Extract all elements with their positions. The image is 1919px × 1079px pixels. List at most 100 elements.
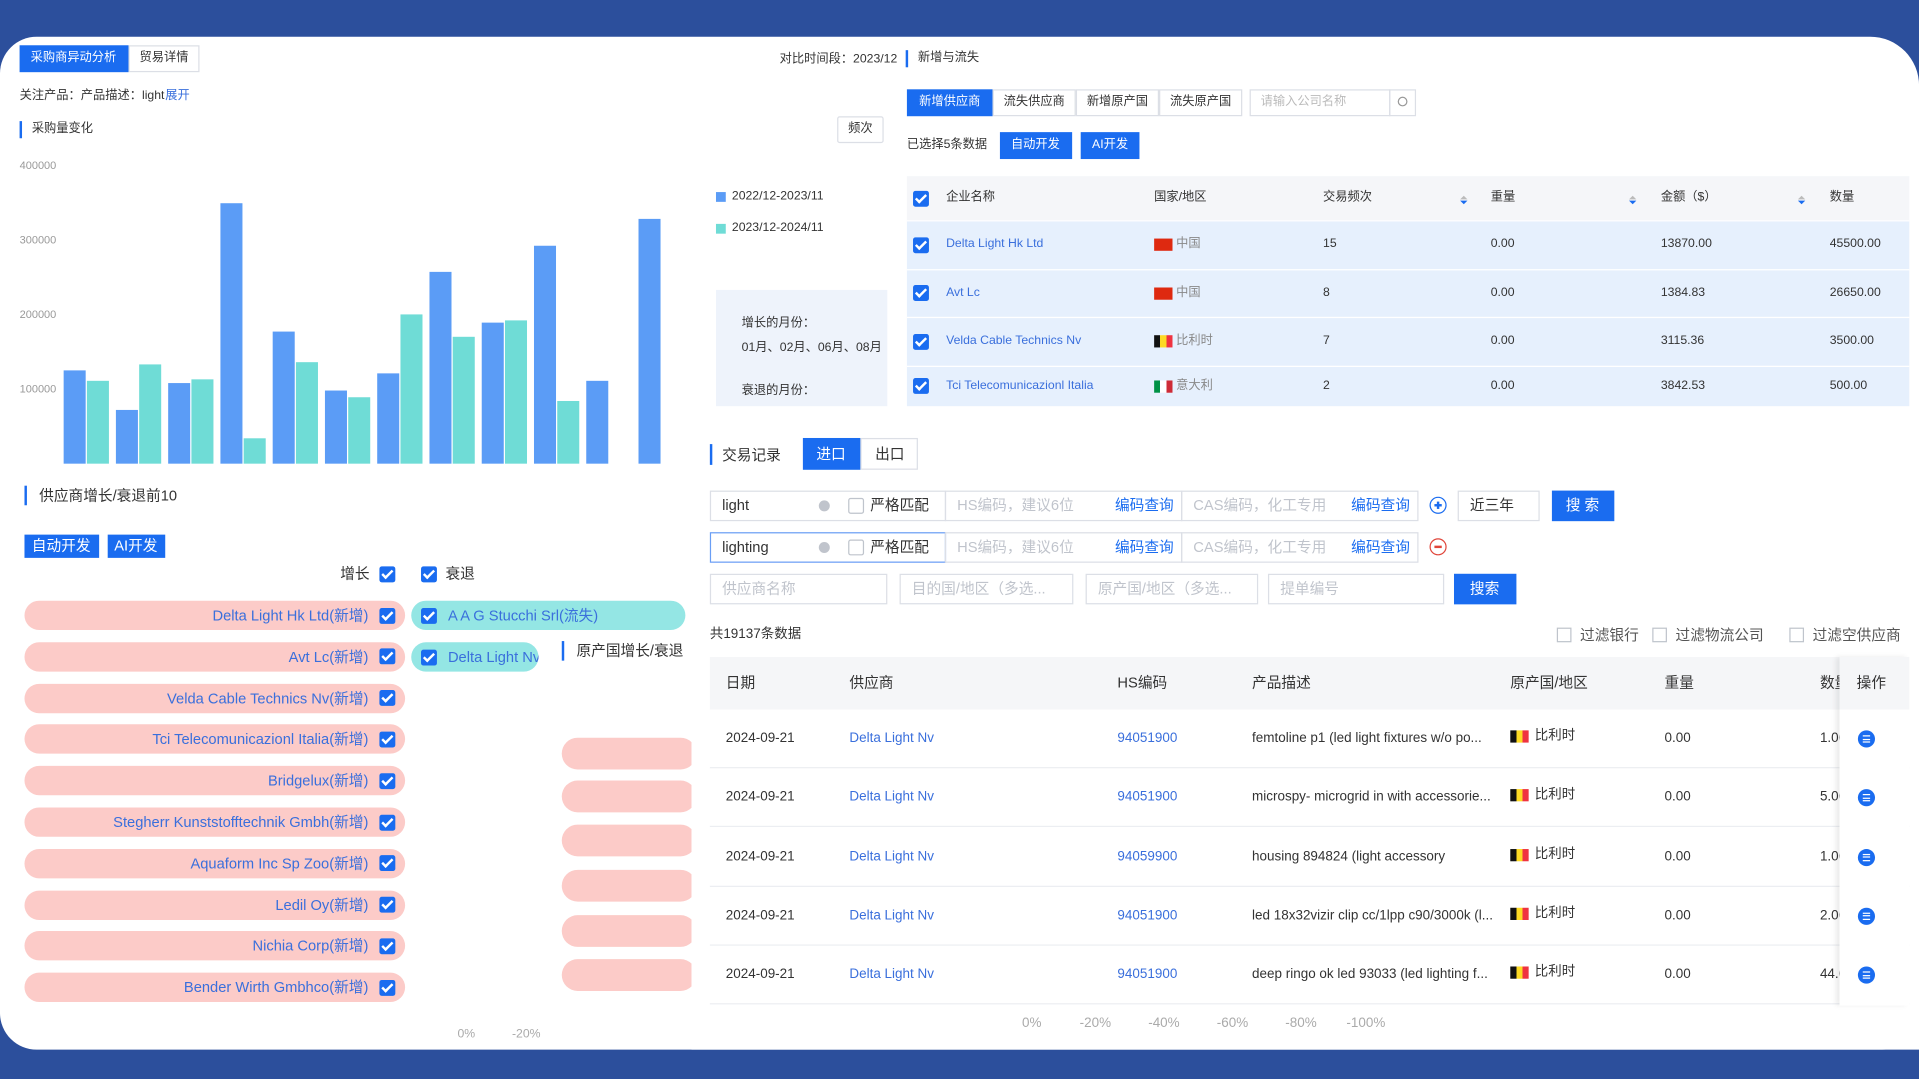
tab[interactable]: [1075, 89, 1160, 117]
button[interactable]: [24, 534, 100, 558]
button[interactable]: [1453, 573, 1517, 605]
checkbox[interactable]: [379, 731, 396, 748]
checkbox[interactable]: [913, 190, 929, 207]
cas-input[interactable]: [1181, 532, 1419, 563]
growth-pill: [24, 600, 406, 631]
link[interactable]: 编码查询: [1114, 496, 1174, 514]
company-link[interactable]: Delta Light Hk Ltd: [946, 237, 1044, 251]
checkbox[interactable]: [379, 814, 396, 831]
checkbox[interactable]: [421, 565, 437, 582]
checkbox[interactable]: [1652, 627, 1667, 643]
cell: housing 894824 (light accessory: [1252, 849, 1446, 864]
link[interactable]: Delta Light Nv: [849, 908, 934, 923]
link[interactable]: 94051900: [1117, 908, 1178, 923]
cas-input[interactable]: [1181, 490, 1419, 522]
checkbox[interactable]: [379, 979, 396, 996]
tab[interactable]: [860, 437, 918, 470]
tab-active[interactable]: [19, 45, 129, 73]
filter-input[interactable]: [1085, 573, 1259, 605]
icon-line: [1862, 974, 1871, 976]
origin-pill: [561, 915, 697, 947]
checkbox[interactable]: [379, 938, 396, 955]
button[interactable]: AI开发: [114, 537, 158, 555]
checkbox[interactable]: [913, 333, 929, 350]
link[interactable]: 编码查询: [1351, 538, 1410, 556]
company-link[interactable]: Velda Cable Technics Nv: [946, 333, 1082, 348]
bar: [533, 245, 557, 464]
section-title: 原产国增长/衰退: [576, 642, 684, 660]
checkbox[interactable]: [379, 855, 396, 872]
checkbox[interactable]: [379, 565, 396, 582]
link[interactable]: Delta Light Nv: [849, 790, 934, 805]
tab[interactable]: 流失供应商: [1003, 95, 1065, 109]
link[interactable]: Delta Light Nv: [849, 730, 934, 746]
link[interactable]: 94059900: [1117, 849, 1178, 864]
checkbox[interactable]: [421, 607, 437, 624]
checkbox[interactable]: [379, 648, 396, 665]
detail-icon[interactable]: [1857, 966, 1876, 984]
tab[interactable]: 进口: [816, 445, 846, 463]
company-link[interactable]: Avt Lc: [946, 285, 980, 300]
add-icon[interactable]: [1429, 496, 1447, 514]
checkbox[interactable]: [379, 772, 396, 789]
tab[interactable]: 出口: [875, 445, 905, 463]
detail-icon[interactable]: [1857, 730, 1876, 748]
checkbox[interactable]: [913, 236, 929, 253]
tab[interactable]: 贸易详情: [139, 51, 189, 65]
company-link[interactable]: Tci Telecomunicazionl Italia: [946, 378, 1094, 393]
link[interactable]: Delta Light Nv: [849, 849, 934, 864]
checkbox[interactable]: [421, 649, 437, 665]
checkbox[interactable]: [848, 497, 865, 514]
search-button[interactable]: [1389, 89, 1417, 117]
icon-line: [1862, 794, 1871, 796]
button[interactable]: 搜索: [1469, 579, 1500, 598]
checkbox[interactable]: [913, 378, 929, 394]
checkbox[interactable]: [379, 607, 396, 624]
checkbox[interactable]: [379, 896, 396, 913]
checkbox[interactable]: [913, 285, 929, 301]
cell: 0.00: [1490, 378, 1515, 393]
link[interactable]: 94051900: [1117, 790, 1178, 805]
bar: [168, 383, 191, 464]
tab[interactable]: 新增原产国: [1086, 95, 1149, 109]
tab[interactable]: 流失原产国: [1170, 95, 1232, 109]
tab[interactable]: [1159, 89, 1243, 117]
filter-input[interactable]: [709, 573, 888, 605]
button[interactable]: 自动开发: [31, 537, 91, 555]
button[interactable]: 自动开发: [1010, 138, 1060, 152]
button[interactable]: [837, 116, 884, 144]
detail-icon[interactable]: [1857, 907, 1876, 925]
detail-icon[interactable]: [1857, 848, 1876, 866]
detail-icon[interactable]: [1857, 789, 1876, 807]
checkbox[interactable]: [1789, 627, 1805, 643]
remove-icon[interactable]: [1429, 538, 1447, 556]
axis-label: -40%: [1148, 1016, 1180, 1031]
checkbox[interactable]: [379, 690, 396, 707]
button[interactable]: [999, 132, 1073, 160]
select[interactable]: [1457, 490, 1540, 522]
link[interactable]: Delta Light Nv: [849, 967, 934, 983]
link[interactable]: 编码查询: [1351, 496, 1410, 514]
checkbox[interactable]: [848, 538, 865, 555]
tab[interactable]: 新增供应商: [919, 95, 981, 109]
button[interactable]: 频次: [848, 122, 873, 136]
tab-active[interactable]: [802, 437, 861, 470]
tab[interactable]: [992, 89, 1076, 117]
column-header: 国家/地区: [1154, 190, 1207, 205]
link[interactable]: 展开: [165, 89, 190, 103]
button[interactable]: [1551, 490, 1615, 522]
tab[interactable]: [128, 45, 200, 73]
button[interactable]: AI开发: [1092, 138, 1129, 152]
bar: [295, 362, 318, 464]
button[interactable]: [1080, 132, 1140, 160]
filter-input[interactable]: [899, 573, 1074, 605]
button[interactable]: 搜 索: [1565, 496, 1600, 514]
checkbox[interactable]: [1556, 627, 1572, 643]
filter-input[interactable]: [1267, 573, 1445, 605]
link[interactable]: 94051900: [1117, 730, 1178, 746]
button[interactable]: [107, 534, 166, 558]
tab[interactable]: [906, 89, 993, 117]
tab[interactable]: 采购商异动分析: [30, 51, 117, 65]
link[interactable]: 编码查询: [1114, 538, 1174, 556]
link[interactable]: 94051900: [1117, 967, 1178, 983]
